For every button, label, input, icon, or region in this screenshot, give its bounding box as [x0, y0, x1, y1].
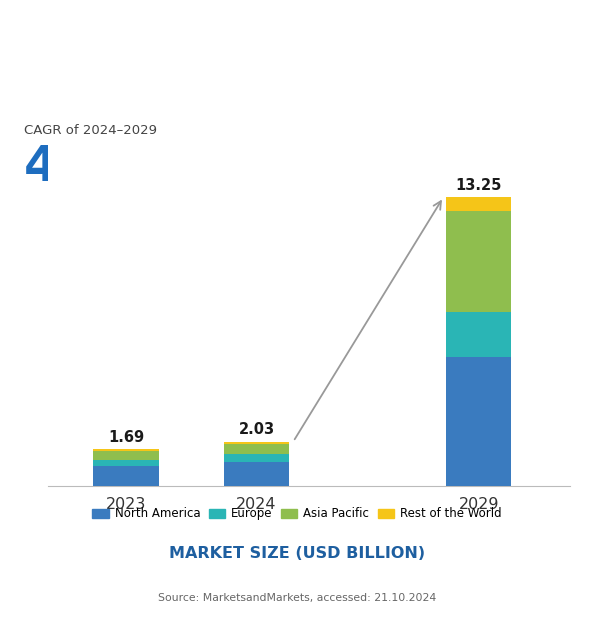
Bar: [224, 454, 289, 462]
Bar: [446, 357, 511, 486]
Bar: [93, 466, 159, 486]
Text: 1.69: 1.69: [108, 430, 144, 445]
Text: Market Size, Market Dynamics & Ecosystem: Market Size, Market Dynamics & Ecosystem: [30, 69, 334, 83]
Bar: [93, 451, 159, 460]
Bar: [446, 211, 511, 312]
Text: Source: MarketsandMarkets, accessed: 21.10.2024: Source: MarketsandMarkets, accessed: 21.…: [158, 593, 436, 603]
Bar: [93, 449, 159, 451]
Bar: [446, 197, 511, 211]
Text: HUMANOID ROBOT MARKET: HUMANOID ROBOT MARKET: [30, 22, 398, 46]
Bar: [224, 442, 289, 444]
Text: MARKET SIZE (USD BILLION): MARKET SIZE (USD BILLION): [169, 546, 425, 561]
Legend: North America, Europe, Asia Pacific, Rest of the World: North America, Europe, Asia Pacific, Res…: [88, 503, 506, 525]
Text: CAGR of 2024–2029: CAGR of 2024–2029: [24, 124, 157, 137]
Text: 13.25: 13.25: [456, 178, 502, 193]
Bar: [93, 460, 159, 466]
Bar: [224, 462, 289, 486]
Text: 2.03: 2.03: [239, 422, 274, 437]
Text: 45.5: 45.5: [24, 143, 147, 191]
Bar: [224, 444, 289, 454]
Bar: [446, 312, 511, 357]
Text: %: %: [216, 153, 247, 181]
